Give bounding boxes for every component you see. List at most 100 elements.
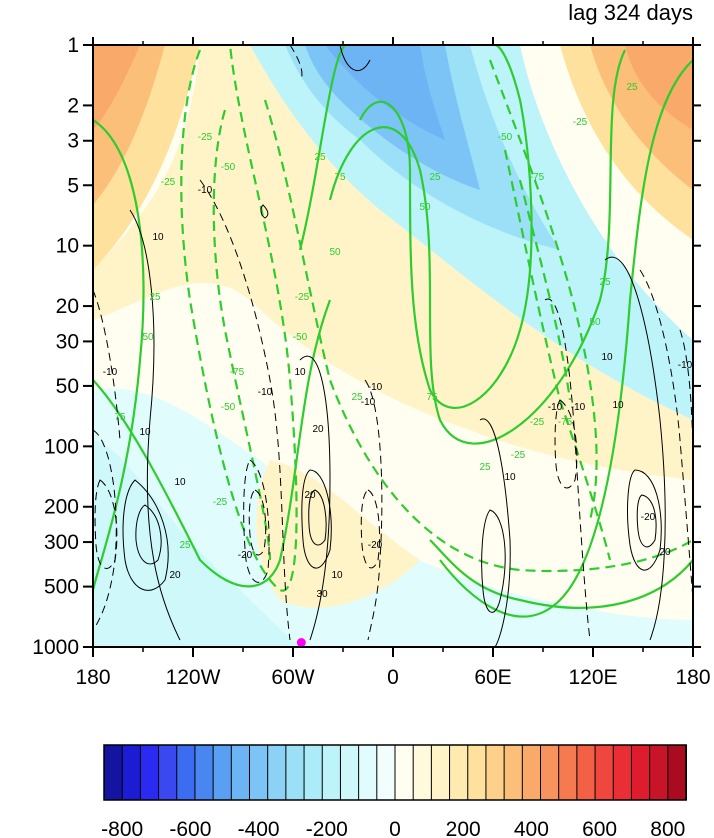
colorbar-label: 600 bbox=[582, 818, 617, 838]
black-contour-negative bbox=[199, 179, 291, 641]
x-tick-label: 180 bbox=[675, 666, 710, 689]
black-contour-label: -10 bbox=[368, 382, 383, 393]
green-contour-label: -50 bbox=[498, 132, 513, 143]
black-contour-label: 10 bbox=[294, 367, 306, 378]
green-contour-label: -75 bbox=[230, 367, 245, 378]
y-tick-label: 5 bbox=[67, 174, 79, 197]
x-axis: 180 120W 60W 0 60E 120E 180 bbox=[75, 37, 711, 689]
black-contour-label: -10 bbox=[198, 185, 213, 196]
green-contour-label: 25 bbox=[314, 152, 326, 163]
x-tick-label: 60W bbox=[271, 666, 314, 689]
colorbar-swatch bbox=[376, 744, 396, 801]
colorbar-swatch bbox=[176, 744, 196, 801]
black-contour-negative bbox=[639, 269, 693, 601]
green-contour-label: -25 bbox=[213, 497, 228, 508]
green-contour-label: 75 bbox=[334, 172, 346, 183]
colorbar-label: -400 bbox=[238, 818, 280, 838]
black-contour-positive bbox=[301, 469, 332, 569]
green-contour-label: 75 bbox=[426, 392, 438, 403]
colorbar-swatch bbox=[358, 744, 378, 801]
black-contour-label: 10 bbox=[174, 477, 186, 488]
black-contour-negative bbox=[554, 399, 578, 489]
black-contour-positive bbox=[636, 494, 657, 548]
green-contour-negative bbox=[518, 179, 572, 401]
green-contour-label: -25 bbox=[295, 292, 310, 303]
green-contour-label: 50 bbox=[142, 332, 154, 343]
green-contour-negative bbox=[503, 149, 612, 561]
x-tick-label: 60E bbox=[474, 666, 511, 689]
black-contour-label: -10 bbox=[678, 360, 693, 371]
green-contour-label: 25 bbox=[179, 540, 191, 551]
black-contour-label: -20 bbox=[238, 550, 253, 561]
green-contour-label: -25 bbox=[530, 417, 545, 428]
green-contour-label: 25 bbox=[351, 392, 363, 403]
colorbar-swatch bbox=[667, 744, 687, 801]
green-contour-label: 25 bbox=[149, 292, 161, 303]
y-tick-label: 2 bbox=[67, 94, 79, 117]
y-tick-label: 3 bbox=[67, 130, 79, 153]
black-contour-negative bbox=[248, 489, 267, 556]
black-contour-label: 10 bbox=[139, 427, 151, 438]
black-contour-positive bbox=[481, 509, 506, 613]
black-contour-positive bbox=[260, 204, 269, 219]
black-contour-positive bbox=[604, 256, 666, 641]
black-contour-label: 10 bbox=[152, 232, 164, 243]
black-contour-label: -20 bbox=[368, 540, 383, 551]
green-contour-positive bbox=[93, 299, 332, 588]
green-contour-label: -50 bbox=[293, 332, 308, 343]
black-contour-label: 20 bbox=[304, 490, 316, 501]
green-contour-label: -50 bbox=[221, 402, 236, 413]
colorbar-swatch bbox=[339, 744, 360, 801]
colorbar-label: -600 bbox=[169, 818, 211, 838]
black-contour-negative bbox=[94, 479, 118, 569]
colorbar-swatch bbox=[449, 744, 469, 801]
colorbar-swatch bbox=[503, 744, 524, 801]
black-contour-negative bbox=[289, 45, 303, 81]
black-contour-label: 10 bbox=[331, 570, 343, 581]
colorbar-label: 200 bbox=[446, 818, 481, 838]
green-contour-label: -25 bbox=[511, 450, 526, 461]
colorbar-label: -800 bbox=[101, 818, 143, 838]
green-contour-positive bbox=[298, 45, 346, 251]
location-marker bbox=[296, 638, 306, 648]
field-region-positive-topright-inner bbox=[625, 45, 693, 130]
black-contour-label: -10 bbox=[548, 402, 563, 413]
black-contour-negative bbox=[243, 459, 270, 583]
field-region-positive-diagonal bbox=[93, 45, 693, 480]
y-tick-label: 100 bbox=[44, 435, 79, 458]
contour-lines bbox=[93, 45, 693, 647]
black-contour-positive bbox=[299, 355, 331, 641]
colorbar-swatch bbox=[558, 744, 578, 801]
black-contour-label: -10 bbox=[361, 397, 376, 408]
black-contour-positive bbox=[339, 45, 371, 72]
black-contour-positive bbox=[129, 209, 181, 641]
x-tick-label: 180 bbox=[75, 666, 110, 689]
black-contour-label: -20 bbox=[641, 512, 656, 523]
colorbar-swatch bbox=[158, 744, 178, 801]
green-contour-label: -50 bbox=[221, 162, 236, 173]
colorbar-label: 0 bbox=[389, 818, 401, 838]
colorbar-swatch bbox=[521, 744, 542, 801]
green-contour-negative bbox=[488, 59, 598, 521]
field-region-negative-top-core bbox=[305, 45, 480, 190]
colorbar-label: -200 bbox=[306, 818, 348, 838]
black-contour-label: -10 bbox=[103, 367, 118, 378]
green-contour-positive bbox=[439, 59, 693, 618]
black-contour-positive bbox=[627, 469, 662, 571]
colorbar-swatch bbox=[139, 744, 160, 801]
green-contour-negative bbox=[263, 99, 693, 573]
colorbar-swatch bbox=[267, 744, 287, 801]
black-contour-label: 10 bbox=[504, 472, 516, 483]
field-region-negative-bottom-left bbox=[93, 440, 300, 647]
colorbar-swatch bbox=[412, 744, 433, 801]
black-contour-negative bbox=[544, 298, 591, 641]
y-tick-label: 30 bbox=[56, 330, 79, 353]
black-contour-label: 10 bbox=[601, 352, 613, 363]
green-contour-label: -75 bbox=[530, 172, 545, 183]
green-contour-positive bbox=[93, 119, 145, 591]
black-contour-positive bbox=[308, 489, 327, 546]
black-contour-negative bbox=[364, 379, 383, 641]
x-tick-label: 0 bbox=[387, 666, 399, 689]
colorbar-swatch bbox=[649, 744, 669, 801]
